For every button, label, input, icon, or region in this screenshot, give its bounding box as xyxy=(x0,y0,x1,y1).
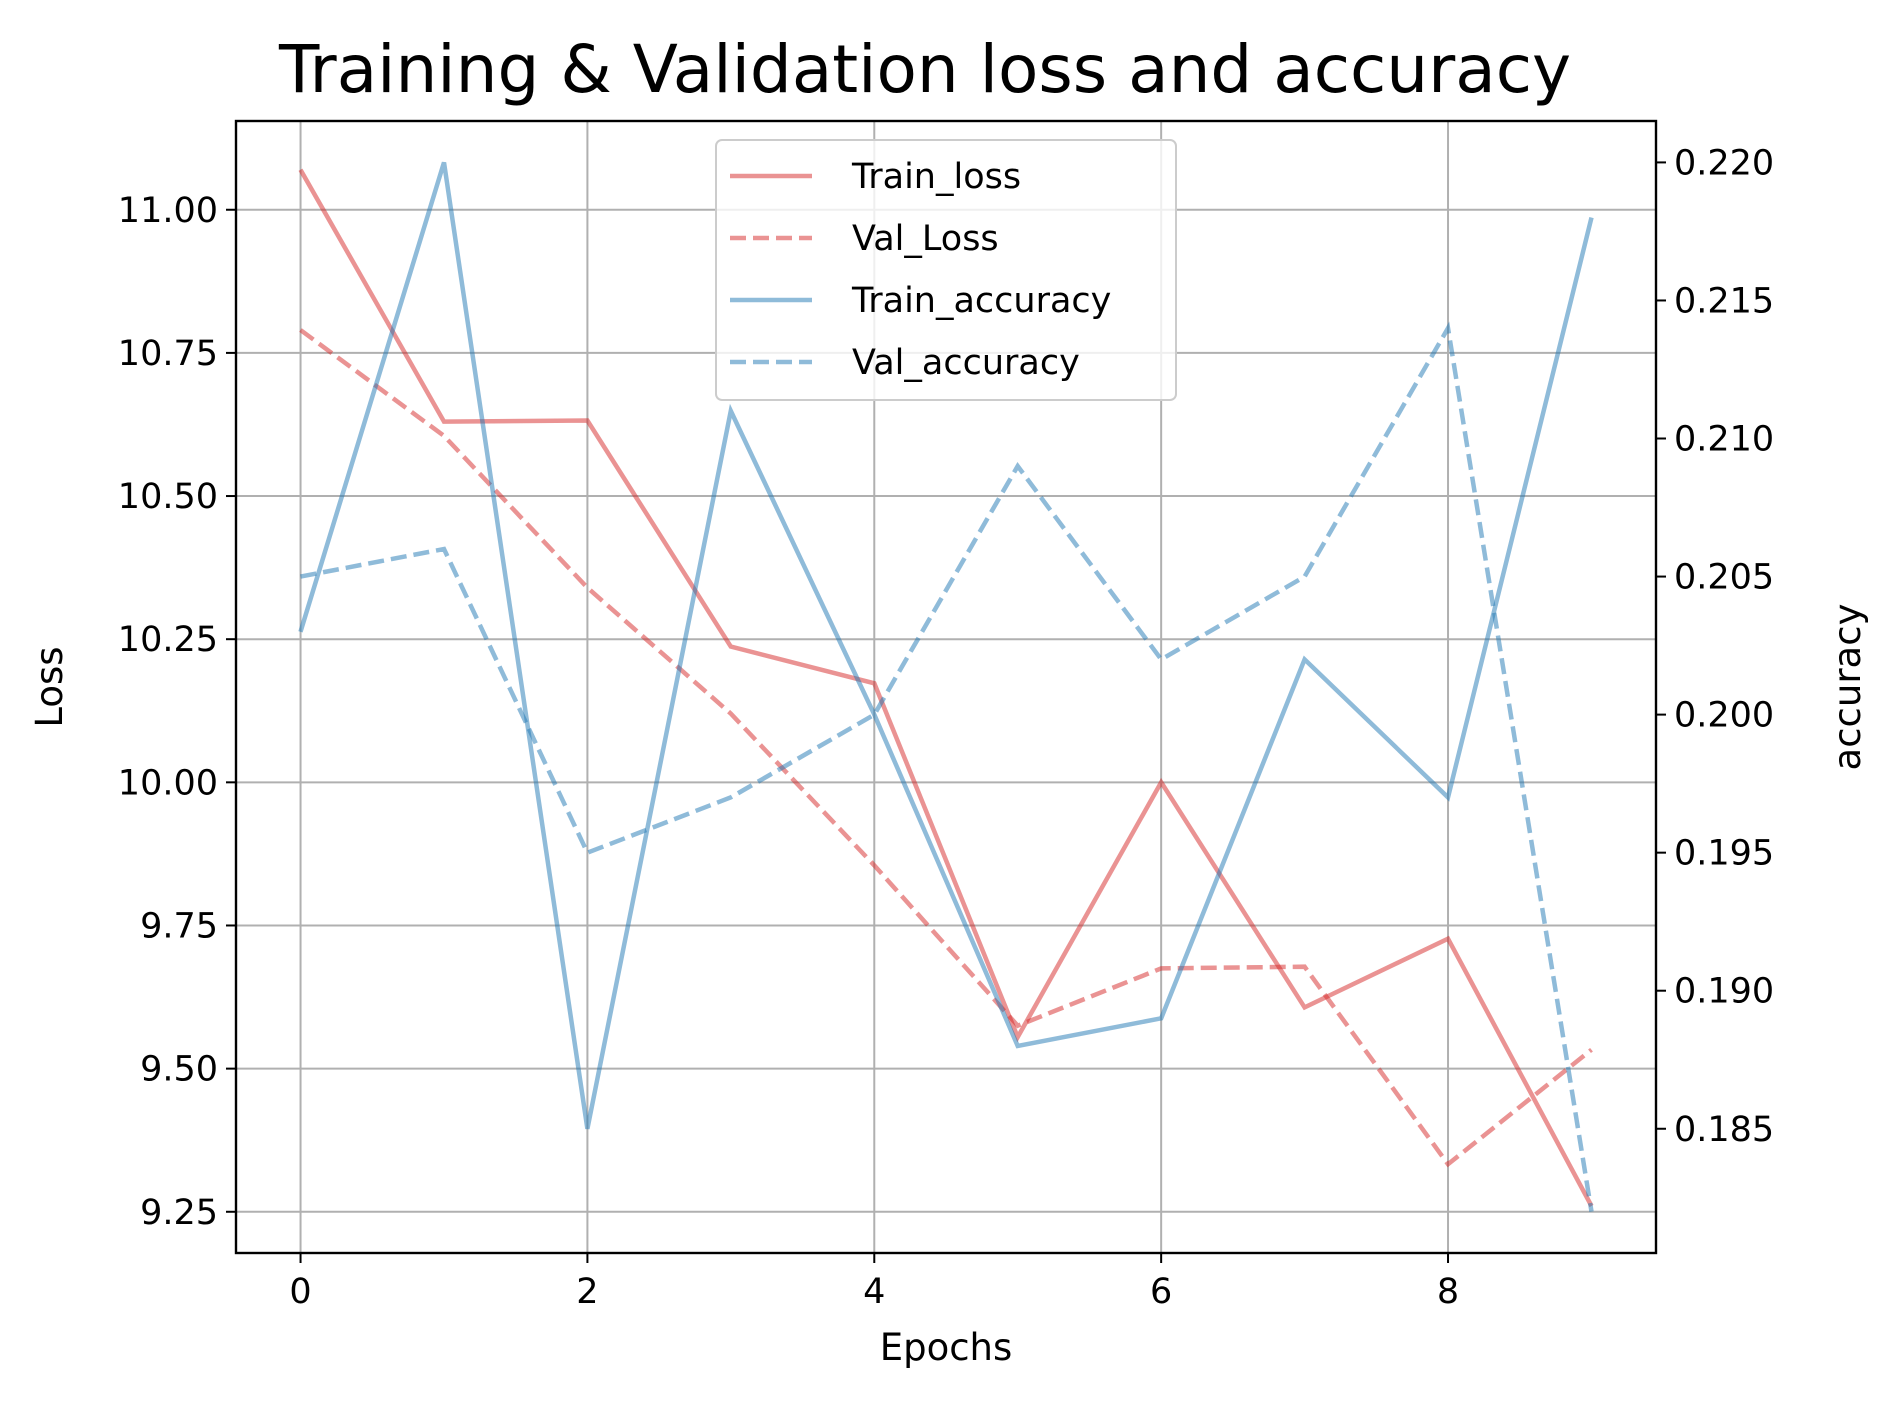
x-tick-label: 2 xyxy=(576,1272,598,1312)
y-tick-label: 10.75 xyxy=(118,334,218,374)
y-tick-label: 9.25 xyxy=(140,1193,218,1233)
y2-tick-label: 0.220 xyxy=(1674,143,1774,183)
y-tick-label: 10.00 xyxy=(118,763,218,803)
x-tick-label: 0 xyxy=(289,1272,311,1312)
series-line-val-loss xyxy=(299,328,1593,1168)
series-line-train-loss xyxy=(298,168,1594,1208)
series-line-train-accuracy xyxy=(298,161,1594,1130)
series-line-val-accuracy xyxy=(300,321,1594,1212)
y2-tick-label: 0.200 xyxy=(1674,696,1774,736)
y-tick-label: 11.00 xyxy=(118,191,218,231)
x-tick-label: 4 xyxy=(863,1272,885,1312)
y2-tick-label: 0.215 xyxy=(1674,281,1774,321)
axis-ticks: 0 2 4 6 8 9.25 9.50 9.75 10.00 10.25 10.50 10.75 11.… xyxy=(118,143,1774,1312)
y-tick-label: 9.75 xyxy=(140,906,218,946)
x-axis-label: Epochs xyxy=(880,1326,1013,1369)
legend-label: Val_accuracy xyxy=(852,343,1080,383)
y2-tick-label: 0.185 xyxy=(1674,1110,1774,1150)
y-tick-label: 10.50 xyxy=(118,477,218,517)
y-axis-label: Loss xyxy=(28,646,71,727)
legend-label: Train_loss xyxy=(851,157,1021,197)
legend-box xyxy=(715,139,1177,401)
x-tick-label: 6 xyxy=(1150,1272,1172,1312)
y2-tick-label: 0.210 xyxy=(1674,420,1774,460)
legend-label: Val_Loss xyxy=(852,219,999,259)
legend-label: Train_accuracy xyxy=(851,281,1111,321)
y2-tick-label: 0.195 xyxy=(1674,834,1774,874)
plot-area-frame xyxy=(234,119,1658,1255)
legend: Train_loss Val_Loss Train_accuracy Val_accu… xyxy=(715,139,1177,401)
y2-axis-label: accuracy xyxy=(1826,604,1869,771)
y-tick-label: 10.25 xyxy=(118,620,218,660)
y-tick-label: 9.50 xyxy=(140,1050,218,1090)
series-lines xyxy=(298,161,1594,1212)
y2-tick-label: 0.205 xyxy=(1674,558,1774,598)
chart-title: Training & Validation loss and accuracy xyxy=(278,31,1571,108)
x-tick-label: 8 xyxy=(1437,1272,1459,1312)
y2-tick-label: 0.190 xyxy=(1674,972,1774,1012)
